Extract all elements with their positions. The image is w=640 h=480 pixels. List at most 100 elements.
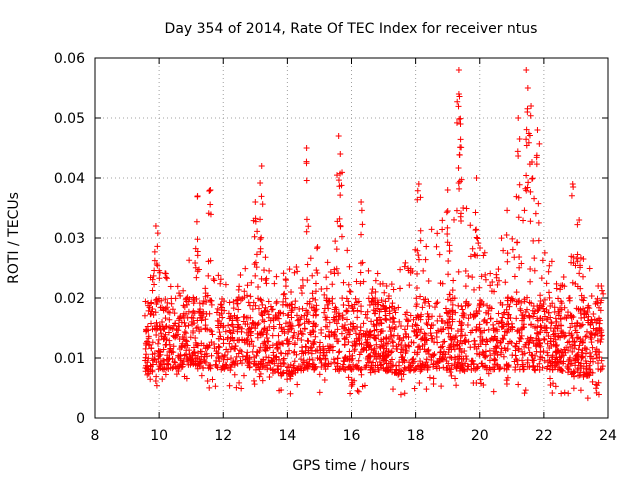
data-point: [298, 313, 305, 320]
data-point: [521, 298, 528, 305]
data-point: [335, 310, 342, 317]
data-point: [249, 306, 256, 313]
data-point: [185, 322, 192, 329]
data-point: [360, 320, 367, 327]
data-point: [266, 373, 273, 380]
data-point: [269, 367, 276, 374]
data-point: [527, 278, 534, 285]
data-point: [572, 362, 579, 369]
data-point: [173, 371, 180, 378]
data-point: [153, 332, 160, 339]
data-point: [204, 326, 211, 333]
data-point: [248, 338, 255, 345]
data-point: [471, 337, 478, 344]
data-point: [372, 368, 379, 375]
data-point: [541, 357, 548, 364]
data-point: [206, 188, 213, 195]
data-point: [418, 326, 425, 333]
data-point: [459, 340, 465, 347]
data-point: [216, 358, 223, 365]
data-point: [386, 308, 393, 315]
data-point: [457, 136, 464, 143]
data-point: [402, 311, 409, 318]
data-point: [353, 335, 360, 342]
data-point: [526, 314, 533, 321]
data-point: [470, 360, 477, 367]
data-point: [534, 341, 541, 348]
data-point: [251, 381, 258, 388]
data-point: [149, 367, 156, 374]
data-point: [341, 321, 348, 328]
data-point: [482, 341, 489, 348]
data-point: [252, 272, 259, 279]
data-point: [373, 356, 380, 363]
data-point: [430, 381, 437, 388]
data-point: [463, 356, 470, 363]
data-point: [580, 256, 587, 263]
data-point: [228, 364, 235, 371]
data-point: [280, 310, 287, 317]
data-point: [248, 279, 255, 286]
data-point: [205, 272, 212, 279]
data-point: [238, 328, 245, 335]
data-point: [412, 366, 419, 373]
data-point: [177, 314, 184, 321]
data-point: [375, 332, 382, 339]
data-point: [321, 309, 328, 316]
data-point: [296, 321, 303, 328]
data-point: [291, 348, 298, 355]
data-point: [372, 295, 379, 302]
data-point: [356, 351, 363, 358]
data-point: [454, 328, 461, 335]
data-point: [241, 337, 248, 344]
data-point: [455, 268, 462, 275]
data-point: [233, 315, 240, 322]
data-point: [257, 216, 264, 223]
data-point: [493, 344, 500, 351]
data-point: [181, 304, 188, 311]
data-point: [485, 310, 492, 317]
data-point: [252, 325, 259, 332]
data-point: [417, 346, 424, 353]
data-point: [598, 287, 605, 294]
data-point: [374, 305, 381, 312]
data-point: [491, 357, 498, 364]
data-point: [257, 179, 264, 186]
data-point: [463, 300, 470, 307]
data-point: [397, 323, 404, 330]
data-point: [484, 302, 491, 309]
data-point: [194, 248, 201, 255]
data-point: [410, 358, 417, 365]
data-point: [513, 356, 520, 363]
data-point: [160, 366, 167, 373]
data-point: [338, 182, 345, 189]
data-point: [565, 366, 572, 373]
data-point: [411, 349, 418, 356]
data-point: [515, 327, 522, 334]
data-point: [477, 244, 484, 251]
data-point: [553, 285, 560, 292]
data-point: [523, 126, 530, 133]
data-point: [413, 295, 420, 302]
data-point: [175, 327, 182, 334]
data-point: [476, 284, 483, 291]
y-tick-label: 0.01: [54, 351, 85, 367]
data-point: [411, 385, 418, 392]
data-point: [398, 346, 405, 353]
data-point: [374, 270, 381, 277]
data-point: [541, 336, 548, 343]
data-point: [575, 334, 582, 341]
data-point: [401, 390, 408, 397]
data-point: [292, 298, 299, 305]
data-point: [554, 359, 561, 366]
data-point: [499, 301, 506, 308]
data-point: [265, 354, 272, 361]
data-point: [288, 314, 295, 321]
data-point: [460, 314, 467, 321]
data-point: [352, 341, 359, 348]
data-point: [444, 310, 451, 317]
data-point: [588, 331, 595, 338]
data-point: [354, 323, 361, 330]
data-point: [274, 366, 281, 373]
data-point: [288, 289, 295, 295]
